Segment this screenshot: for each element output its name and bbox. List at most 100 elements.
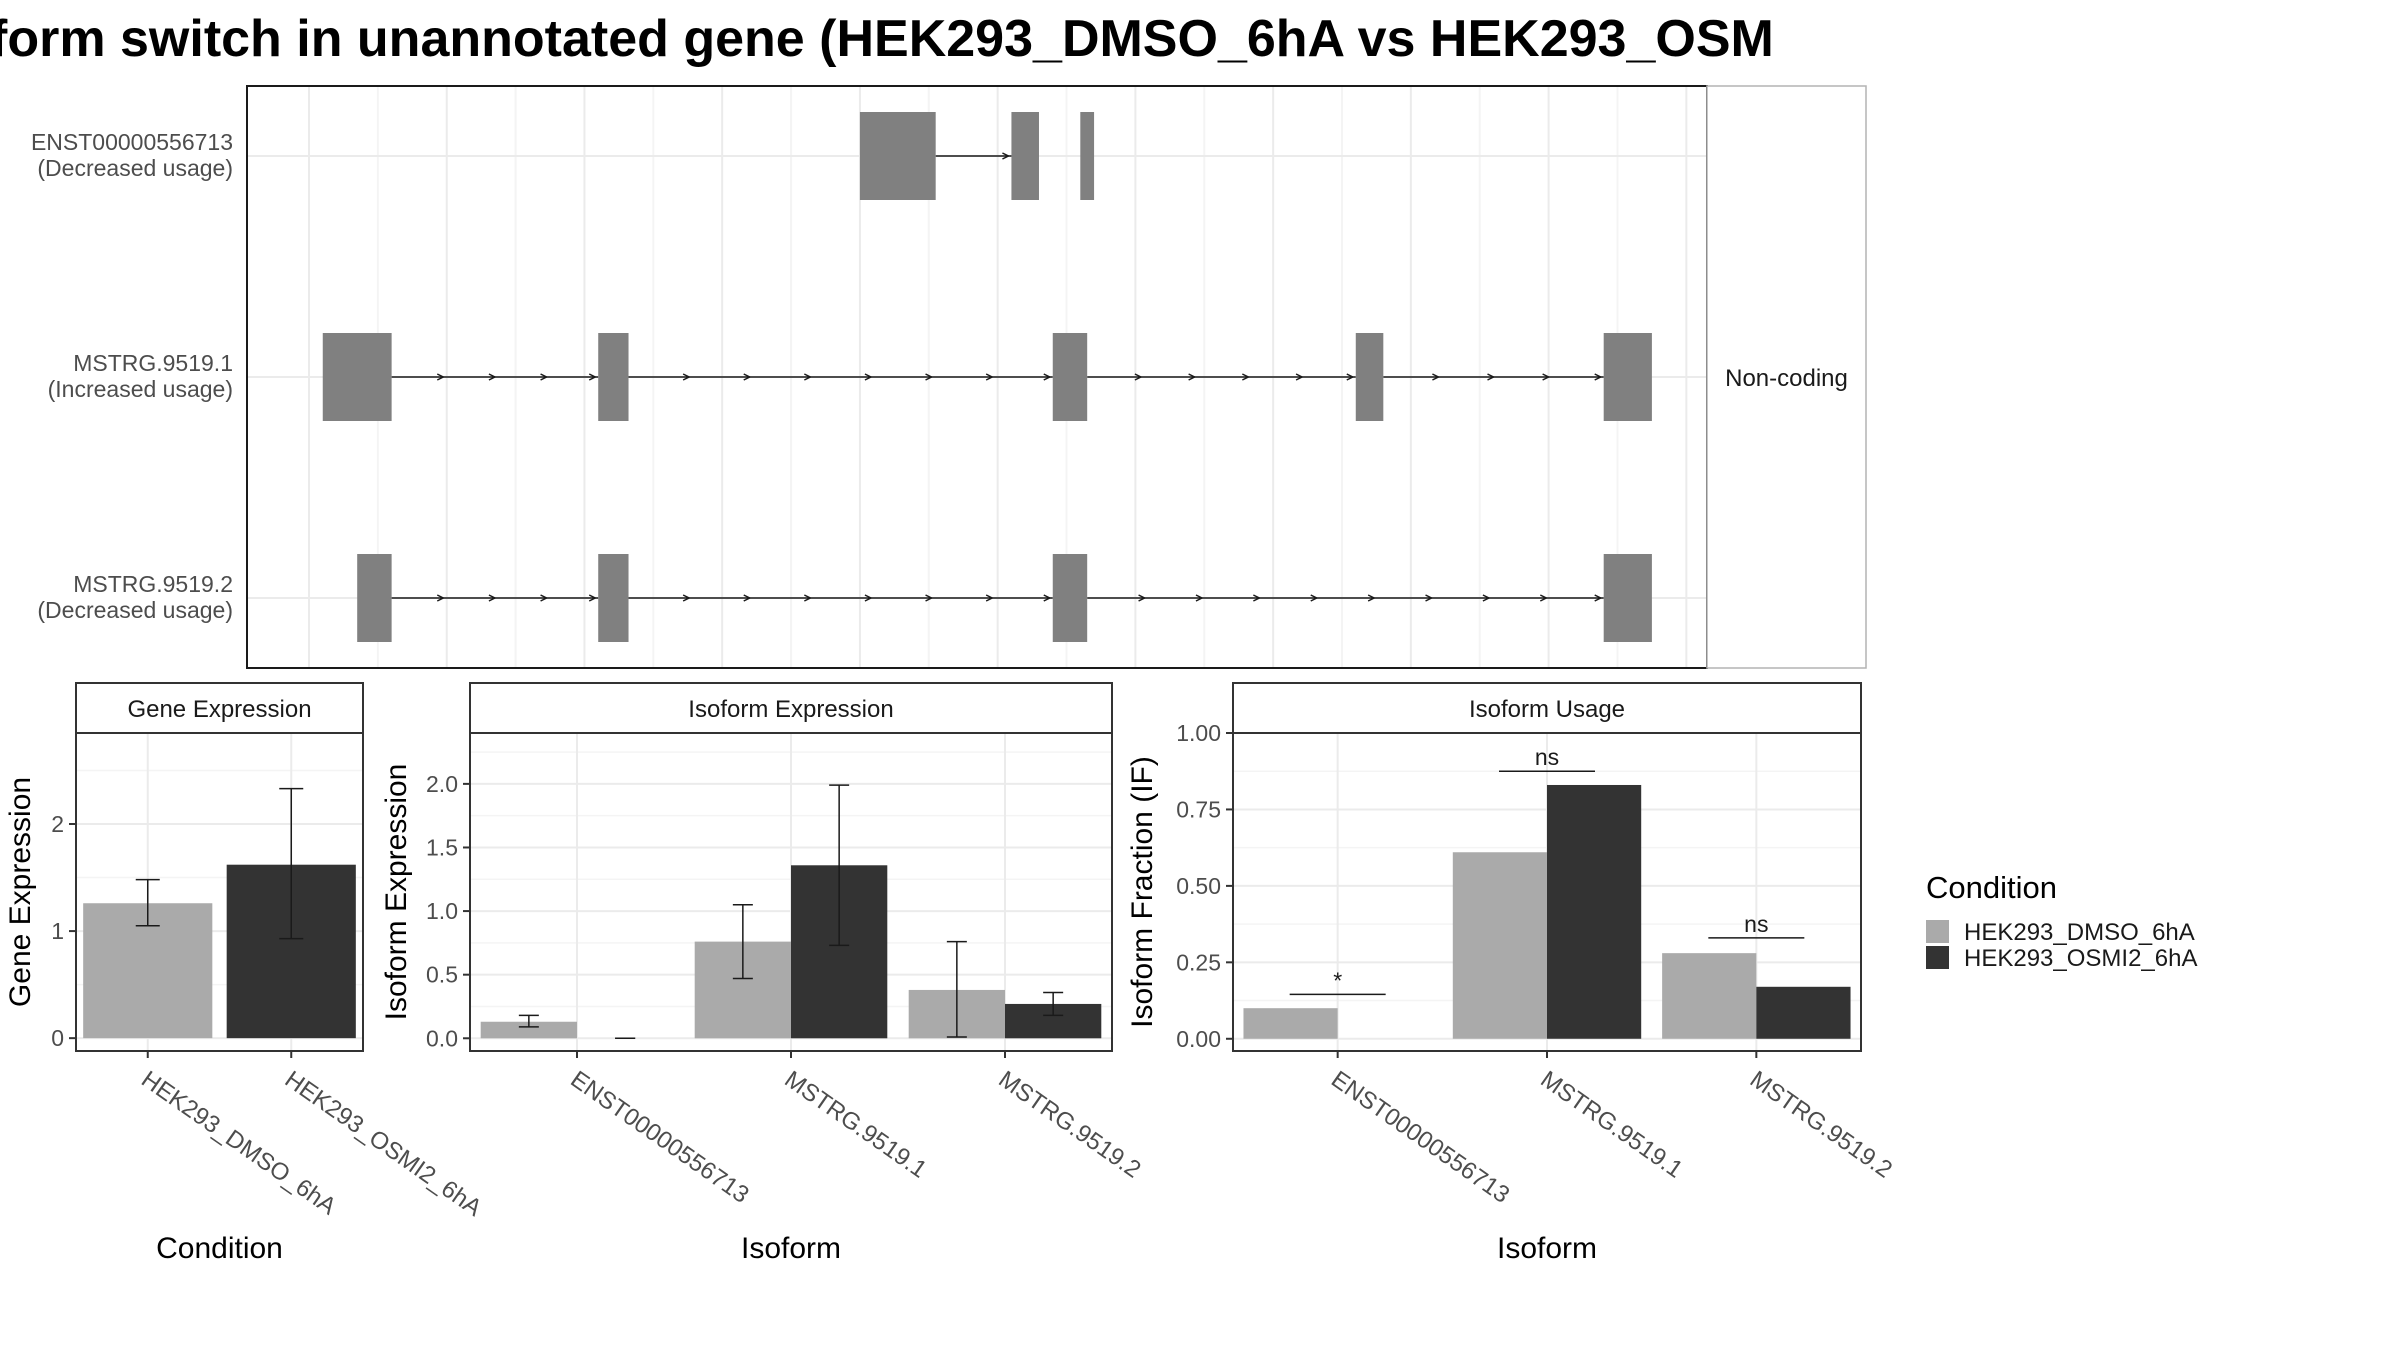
panel-border <box>75 732 364 1052</box>
direction-arrow <box>682 594 691 602</box>
direction-arrow <box>1253 594 1262 602</box>
gene-expression-panel: Gene Expression012HEK293_DMSO_6hAHEK293_… <box>4 682 487 1265</box>
direction-arrow <box>588 594 597 602</box>
transcript-structure-panel: ENST00000556713(Decreased usage)MSTRG.95… <box>31 85 1867 669</box>
direction-arrow <box>1482 594 1491 602</box>
y-tick-label: 0.50 <box>1176 873 1221 899</box>
direction-arrow <box>925 594 934 602</box>
exon-block <box>598 554 629 642</box>
exon-block <box>1052 554 1088 642</box>
bar <box>1756 986 1851 1039</box>
y-tick-label: 0.0 <box>426 1025 458 1051</box>
direction-arrow <box>743 373 752 381</box>
figure-title: form switch in unannotated gene (HEK293_… <box>0 10 1774 68</box>
y-tick-label: 0.75 <box>1176 796 1221 822</box>
direction-arrow <box>1367 594 1376 602</box>
direction-arrow <box>682 373 691 381</box>
direction-arrow <box>540 594 549 602</box>
direction-arrow <box>1195 594 1204 602</box>
y-tick-label: 0.00 <box>1176 1026 1221 1052</box>
transcript-usage-label: (Decreased usage) <box>37 597 233 623</box>
structure-strip <box>1706 85 1867 669</box>
legend-item-label: HEK293_DMSO_6hA <box>1964 919 2195 946</box>
direction-arrow <box>864 594 873 602</box>
direction-arrow <box>488 594 497 602</box>
direction-arrow <box>1242 373 1251 381</box>
x-tick-label: MSTRG.9519.2 <box>1745 1066 1897 1184</box>
bar <box>1547 784 1642 1039</box>
direction-arrow <box>1594 373 1603 381</box>
bar <box>480 1021 577 1039</box>
exon-block <box>859 112 936 200</box>
direction-arrow <box>436 594 445 602</box>
legend-swatch <box>1926 946 1949 969</box>
exon-block <box>1011 112 1039 200</box>
y-tick-label: 1 <box>51 918 64 944</box>
y-tick-label: 0.25 <box>1176 949 1221 975</box>
direction-arrow <box>804 373 813 381</box>
legend-swatch <box>1926 920 1949 943</box>
direction-arrow <box>1425 594 1434 602</box>
isoform-usage-panel: Isoform Usage 0.00 0.25 0.50 0.75 1.00 * ns ns EN… <box>1126 682 1897 1265</box>
bar <box>1452 852 1547 1039</box>
exon-block <box>1052 333 1088 421</box>
panel-strip-label: Gene Expression <box>127 696 311 723</box>
exon-block <box>598 333 629 421</box>
panel-strip-label: Isoform Usage <box>1469 696 1625 723</box>
legend-item-label: HEK293_OSMI2_6hA <box>1964 945 2197 972</box>
bar <box>1243 1008 1338 1039</box>
y-tick-label: 1.00 <box>1176 720 1221 746</box>
x-axis-title: Condition <box>156 1232 283 1265</box>
direction-arrow <box>1134 373 1143 381</box>
direction-arrow <box>864 373 873 381</box>
x-tick-label: MSTRG.9519.1 <box>780 1066 932 1184</box>
x-tick-label: ENST00000556713 <box>566 1066 754 1209</box>
direction-arrow <box>1188 373 1197 381</box>
y-tick-label: 2.0 <box>426 771 458 797</box>
bar <box>1662 953 1757 1039</box>
legend-title: Condition <box>1926 870 2057 905</box>
direction-arrow <box>540 373 549 381</box>
direction-arrow <box>985 594 994 602</box>
direction-arrow <box>1539 594 1548 602</box>
panel-strip <box>469 682 1113 734</box>
direction-arrow <box>743 594 752 602</box>
significance-label: ns <box>1744 911 1768 937</box>
isoform-expression-panel: Isoform Expression 0.0 0.5 1.0 1.5 2.0 ENST000… <box>380 682 1146 1265</box>
direction-arrow <box>1295 373 1304 381</box>
x-axis-title: Isoform <box>1497 1232 1597 1265</box>
y-tick-label: 0.5 <box>426 962 458 988</box>
exon-block <box>322 333 392 421</box>
exon-block <box>1355 333 1384 421</box>
direction-arrow <box>488 373 497 381</box>
transcript-label: MSTRG.9519.1 <box>73 350 233 376</box>
direction-arrow <box>1542 373 1551 381</box>
direction-arrow <box>985 373 994 381</box>
y-tick-label: 0 <box>51 1025 64 1051</box>
significance-label: ns <box>1535 744 1559 770</box>
direction-arrow <box>925 373 934 381</box>
x-axis-title: Isoform <box>741 1232 841 1265</box>
transcript-label: MSTRG.9519.2 <box>73 571 233 597</box>
direction-arrow <box>1043 373 1052 381</box>
x-tick-label: ENST00000556713 <box>1326 1066 1514 1209</box>
direction-arrow <box>436 373 445 381</box>
x-tick-label: MSTRG.9519.2 <box>994 1066 1146 1184</box>
y-axis-title: Isoform Expression <box>380 764 413 1021</box>
panel-strip-label: Isoform Expression <box>688 696 893 723</box>
direction-arrow <box>1002 152 1011 160</box>
direction-arrow <box>588 373 597 381</box>
transcript-label: ENST00000556713 <box>31 129 233 155</box>
significance-label: * <box>1333 967 1342 993</box>
direction-arrow <box>1043 594 1052 602</box>
y-axis-title: Gene Expression <box>4 777 37 1007</box>
exon-block <box>1603 333 1652 421</box>
exon-block <box>1603 554 1652 642</box>
y-tick-label: 1.5 <box>426 834 458 860</box>
exon-block <box>357 554 392 642</box>
direction-arrow <box>804 594 813 602</box>
direction-arrow <box>1310 594 1319 602</box>
exon-block <box>1080 112 1095 200</box>
direction-arrow <box>1432 373 1441 381</box>
